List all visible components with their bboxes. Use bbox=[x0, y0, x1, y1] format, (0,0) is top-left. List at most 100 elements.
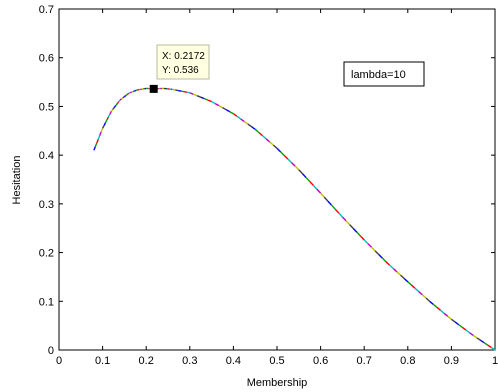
series-segment bbox=[258, 131, 263, 137]
series-segment bbox=[312, 184, 318, 190]
series-segment bbox=[454, 321, 460, 326]
series-segment bbox=[421, 294, 427, 299]
series-segment bbox=[93, 146, 96, 151]
y-tick-label: 0.6 bbox=[39, 53, 54, 65]
series-segment bbox=[276, 147, 282, 153]
series-segment bbox=[113, 105, 117, 108]
y-tick-label: 0.7 bbox=[39, 4, 54, 16]
series-segment bbox=[262, 135, 267, 140]
data-tip-y-text: Y: 0.536 bbox=[162, 65, 199, 76]
y-tick-label: 0.2 bbox=[39, 248, 54, 260]
series-segment bbox=[407, 281, 412, 286]
series-segment bbox=[305, 177, 311, 182]
series-segment bbox=[211, 100, 216, 105]
series-segment bbox=[196, 95, 201, 98]
series-segment bbox=[131, 90, 134, 93]
y-tick-label: 0.1 bbox=[39, 296, 54, 308]
series-segment bbox=[410, 284, 416, 289]
series-segment bbox=[461, 326, 467, 331]
series-segment bbox=[240, 118, 245, 123]
series-segment bbox=[106, 116, 110, 121]
series-segment bbox=[414, 287, 420, 293]
series-segment bbox=[301, 173, 307, 179]
series-segment bbox=[469, 332, 474, 336]
series-segment bbox=[341, 216, 347, 222]
series-segment bbox=[465, 329, 470, 334]
series-segment bbox=[126, 92, 130, 95]
series-segment bbox=[119, 98, 122, 101]
x-tick-label: 0 bbox=[56, 355, 62, 367]
series-segment bbox=[180, 90, 185, 93]
series-segment bbox=[436, 306, 441, 311]
x-tick-label: 1 bbox=[492, 355, 498, 367]
series-segment bbox=[425, 297, 431, 302]
data-tip-marker bbox=[149, 84, 158, 93]
series-segment bbox=[480, 339, 485, 344]
series-segment bbox=[381, 257, 387, 263]
series-segment bbox=[316, 188, 322, 194]
series-segment bbox=[110, 109, 114, 112]
series-segment bbox=[121, 97, 124, 100]
series-segment bbox=[287, 158, 293, 164]
series-segment bbox=[97, 135, 101, 140]
x-tick-label: 0.8 bbox=[400, 355, 415, 367]
series-segment bbox=[115, 103, 118, 107]
series-segment bbox=[229, 111, 234, 115]
series-segment bbox=[327, 200, 333, 206]
series-segment bbox=[225, 109, 231, 113]
series-segment bbox=[443, 312, 449, 317]
series-segment bbox=[204, 97, 209, 101]
series-segment bbox=[207, 99, 212, 103]
series-segment bbox=[330, 204, 336, 210]
x-tick-label: 0.2 bbox=[139, 355, 154, 367]
series-segment bbox=[352, 227, 358, 233]
series-segment bbox=[103, 122, 107, 126]
series-segment bbox=[334, 208, 340, 214]
series-segment bbox=[94, 142, 98, 147]
series-segment bbox=[247, 123, 252, 128]
series-segment bbox=[222, 107, 227, 111]
series-segment bbox=[349, 224, 354, 229]
series-segment bbox=[100, 128, 104, 133]
x-tick-label: 0.1 bbox=[95, 355, 110, 367]
data-tip[interactable]: X: 0.2172 Y: 0.536 bbox=[149, 44, 210, 93]
series-segment bbox=[116, 101, 120, 105]
series-segment bbox=[283, 154, 289, 160]
series-segment bbox=[172, 88, 176, 91]
series-segment bbox=[392, 267, 398, 273]
series-segment bbox=[251, 126, 256, 130]
series-segment bbox=[378, 254, 383, 259]
series-segment bbox=[135, 89, 138, 92]
series-segment bbox=[403, 277, 409, 283]
series-segment bbox=[186, 91, 190, 94]
series-segment bbox=[400, 274, 405, 279]
series-segment bbox=[272, 144, 278, 149]
series-segment bbox=[254, 128, 260, 134]
x-tick-label: 0.5 bbox=[269, 355, 284, 367]
series-segment bbox=[367, 243, 372, 248]
series-segment bbox=[374, 250, 380, 256]
series-segment bbox=[385, 261, 391, 266]
series-segment bbox=[320, 192, 325, 198]
y-tick-label: 0.3 bbox=[39, 199, 54, 211]
series-segment bbox=[104, 119, 108, 123]
series-segment bbox=[476, 337, 481, 341]
series-segment bbox=[338, 212, 343, 218]
series-segment bbox=[214, 102, 220, 107]
series-segment bbox=[356, 231, 362, 237]
series-segment bbox=[360, 235, 365, 241]
y-tick-label: 0.4 bbox=[39, 150, 54, 162]
series-segment bbox=[236, 115, 242, 120]
series-segment bbox=[269, 141, 274, 146]
legend: lambda=10 bbox=[343, 61, 425, 87]
series-segment bbox=[363, 239, 369, 245]
series-segment bbox=[96, 139, 99, 144]
series-segment bbox=[200, 96, 205, 100]
series-segment bbox=[112, 107, 115, 110]
series-segment bbox=[128, 92, 131, 94]
series-segment bbox=[123, 94, 127, 98]
series-segment bbox=[125, 93, 128, 97]
series-segment bbox=[118, 99, 121, 103]
y-tick-label: 0 bbox=[48, 345, 54, 357]
series-segment bbox=[396, 271, 402, 276]
